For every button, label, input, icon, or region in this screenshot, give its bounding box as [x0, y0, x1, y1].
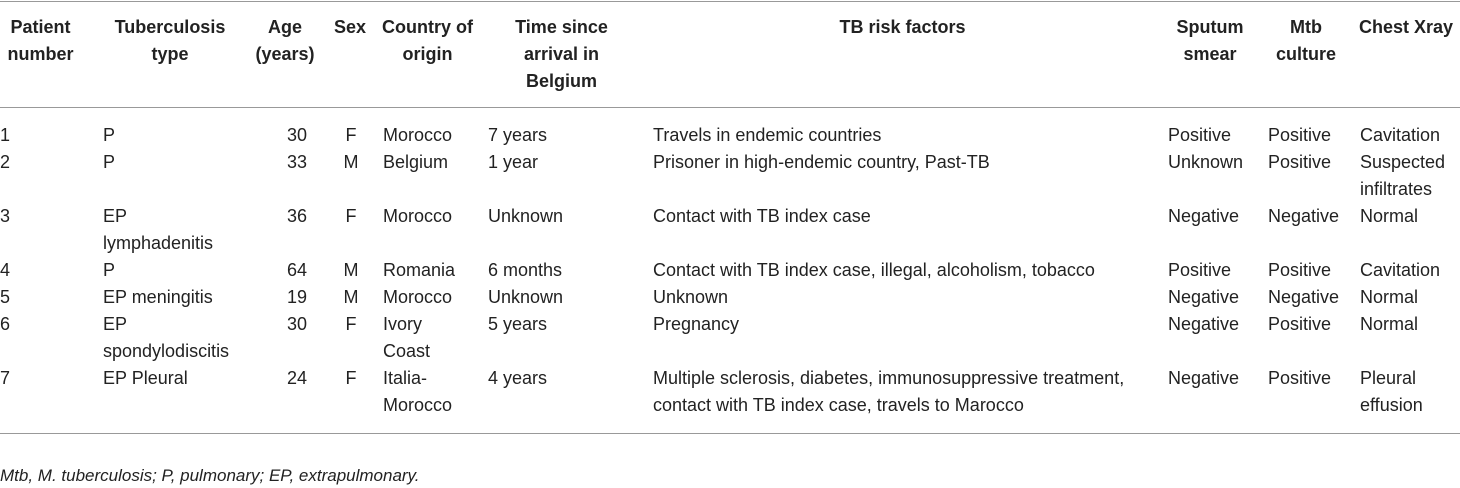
- table-cell: Cavitation: [1360, 260, 1441, 280]
- table-row: 1 P 30 F Morocco 7 years Travels in endemic co…: [0, 108, 1460, 150]
- table-row: 2 P 33 M Belgium 1 year Prisoner in high-endem…: [0, 149, 1460, 203]
- header-cell: TB risk factors: [839, 17, 966, 37]
- table-cell: Prisoner in high-endemic country, Past-T…: [653, 152, 990, 172]
- table-row: 3 EP lymphadenitis 36 F Morocco Unknown Contac…: [0, 203, 1460, 257]
- table-cell: 24: [286, 368, 307, 388]
- table-cell: 4 years: [488, 368, 548, 388]
- table-cell: EP Pleural: [103, 368, 188, 388]
- table-cell: Normal: [1360, 314, 1419, 334]
- table-row: 4 P 64 M Romania 6 months Contact with TB inde…: [0, 257, 1460, 284]
- table-cell: Negative: [1168, 206, 1240, 226]
- table-cell: Belgium: [383, 152, 449, 172]
- table-cell: P: [103, 125, 116, 145]
- header-cell: Chest Xray: [1358, 17, 1454, 37]
- table-cell: P: [103, 152, 116, 172]
- table-body: 1 P 30 F Morocco 7 years Travels in endemic co…: [0, 108, 1460, 434]
- table-cell: M: [343, 287, 359, 307]
- table-cell: Romania: [383, 260, 456, 280]
- header-cell: Mtb culture: [1275, 17, 1336, 64]
- table-cell: M: [343, 152, 359, 172]
- table-cell: Unknown: [1168, 152, 1244, 172]
- table-cell: F: [345, 125, 357, 145]
- table-cell: F: [345, 206, 357, 226]
- table-cell: 64: [286, 260, 307, 280]
- table-cell: EP lymphadenitis: [103, 206, 214, 253]
- table-cell: Travels in endemic countries: [653, 125, 882, 145]
- table-row: 6 EP spondylodiscitis 30 F Ivory Coast 5 year…: [0, 311, 1460, 365]
- table-cell: Pleural effusion: [1360, 368, 1423, 415]
- table-cell: 5: [0, 287, 11, 307]
- table-cell: Unknown: [488, 287, 564, 307]
- table-cell: Negative: [1268, 287, 1340, 307]
- table-row: 7 EP Pleural 24 F Italia-Morocco 4 years Multi…: [0, 365, 1460, 434]
- table-cell: F: [345, 368, 357, 388]
- table-cell: 33: [286, 152, 307, 172]
- table-cell: Multiple sclerosis, diabetes, immunosupp…: [653, 368, 1125, 415]
- table-cell: Pregnancy: [653, 314, 740, 334]
- table-cell: 6 months: [488, 260, 563, 280]
- table-cell: Contact with TB index case: [653, 206, 871, 226]
- table-cell: Suspected infiltrates: [1360, 152, 1446, 199]
- table-cell: Positive: [1268, 125, 1332, 145]
- table-cell: 36: [286, 206, 307, 226]
- table-cell: F: [345, 314, 357, 334]
- table-cell: 4: [0, 260, 11, 280]
- table-cell: Normal: [1360, 287, 1419, 307]
- table-cell: Negative: [1168, 368, 1240, 388]
- table-cell: 30: [286, 125, 307, 145]
- footnote: Mtb, M. tuberculosis; P, pulmonary; EP, …: [0, 466, 420, 485]
- table-cell: 30: [286, 314, 307, 334]
- table-cell: 7 years: [488, 125, 548, 145]
- header-cell: Tuberculosis type: [114, 17, 226, 64]
- table-cell: 1 year: [488, 152, 539, 172]
- table-cell: Italia-Morocco: [383, 368, 453, 415]
- table-cell: Negative: [1168, 287, 1240, 307]
- table-cell: Positive: [1268, 368, 1332, 388]
- table-cell: 2: [0, 152, 11, 172]
- table-cell: EP spondylodiscitis: [103, 314, 230, 361]
- table-cell: 6: [0, 314, 11, 334]
- data-table: Patient number Tuberculosis type Age (year…: [0, 1, 1460, 434]
- header-cell: Sex: [333, 17, 367, 37]
- table-cell: 1: [0, 125, 11, 145]
- table-cell: Morocco: [383, 125, 453, 145]
- table-row: 5 EP meningitis 19 M Morocco Unknown Unknown Ne…: [0, 284, 1460, 311]
- table-cell: M: [343, 260, 359, 280]
- header-cell: Age (years): [255, 17, 315, 64]
- table-cell: Negative: [1268, 206, 1340, 226]
- table-cell: Positive: [1168, 125, 1232, 145]
- table-cell: Unknown: [653, 287, 729, 307]
- header-cell: Country of origin: [382, 17, 473, 64]
- table-cell: 5 years: [488, 314, 548, 334]
- header-cell: Patient number: [7, 17, 74, 64]
- table-cell: Positive: [1268, 314, 1332, 334]
- header-cell: Time since arrival in Belgium: [515, 17, 608, 91]
- table-cell: Positive: [1268, 152, 1332, 172]
- table-cell: 19: [286, 287, 307, 307]
- table-cell: Normal: [1360, 206, 1419, 226]
- table-cell: Contact with TB index case, illegal, alc…: [653, 260, 1095, 280]
- header-row: Patient number Tuberculosis type Age (year…: [0, 1, 1460, 108]
- table-cell: Negative: [1168, 314, 1240, 334]
- table-cell: Morocco: [383, 206, 453, 226]
- table-cell: P: [103, 260, 116, 280]
- table-cell: 7: [0, 368, 11, 388]
- table-cell: Positive: [1168, 260, 1232, 280]
- table-cell: Unknown: [488, 206, 564, 226]
- table-cell: Morocco: [383, 287, 453, 307]
- table-cell: EP meningitis: [103, 287, 213, 307]
- header-cell: Sputum smear: [1176, 17, 1244, 64]
- table-cell: Cavitation: [1360, 125, 1441, 145]
- table-cell: 3: [0, 206, 11, 226]
- table-cell: Positive: [1268, 260, 1332, 280]
- table-cell: Ivory Coast: [383, 314, 431, 361]
